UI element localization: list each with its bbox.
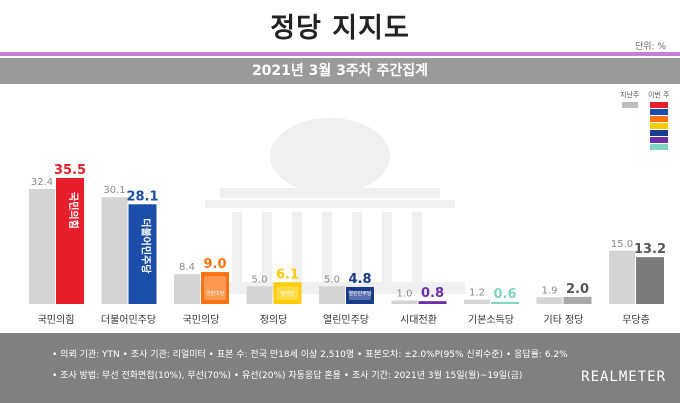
- category-label-8: 무당층: [622, 314, 650, 326]
- label-prev-5: 1.0: [397, 288, 413, 299]
- subtitle-text: 2021년 3월 3주차 주간집계: [251, 63, 429, 79]
- category-label-7: 기타 정당: [544, 314, 584, 326]
- label-curr-6: 0.6: [493, 287, 516, 302]
- party-logo-box-3: [276, 286, 299, 300]
- legend-swatch-4: [650, 130, 668, 136]
- label-curr-8: 13.2: [634, 242, 666, 257]
- label-curr-4: 4.8: [348, 272, 371, 287]
- footer-panel: • 의뢰 기관: YTN • 조사 기관: 리얼미터 • 표본 수: 전국 만1…: [0, 333, 680, 403]
- legend-swatch-5: [650, 137, 668, 143]
- label-curr-0: 35.5: [54, 163, 86, 178]
- label-curr-3: 6.1: [276, 267, 299, 282]
- label-prev-4: 5.0: [324, 274, 340, 285]
- unit-label: 단위: %: [634, 42, 666, 52]
- bar-prev-7: [536, 297, 563, 304]
- bar-prev-0: [29, 189, 55, 304]
- legend-prev-swatch: [622, 102, 638, 108]
- label-curr-5: 0.8: [421, 286, 444, 301]
- bar-curr-7: [563, 296, 592, 304]
- party-logo-0: 국민의힘: [67, 192, 80, 229]
- label-prev-8: 15.0: [611, 239, 633, 250]
- legend-prev-label: 지난주: [620, 91, 640, 99]
- bar-curr-4: [346, 286, 374, 304]
- footer-line-1: • 의뢰 기관: YTN • 조사 기관: 리얼미터 • 표본 수: 전국 만1…: [52, 350, 568, 360]
- category-label-6: 기본소득당: [468, 314, 514, 326]
- bar-curr-6: [491, 301, 519, 304]
- accent-line: [0, 52, 680, 56]
- bar-prev-5: [391, 300, 418, 304]
- legend-swatch-2: [650, 116, 668, 122]
- label-curr-2: 9.0: [203, 257, 226, 272]
- bar-curr-1: [128, 204, 157, 304]
- legend-swatch-3: [650, 123, 668, 129]
- bar-curr-5: [418, 301, 447, 304]
- category-label-0: 국민의힘: [38, 314, 75, 326]
- party-logo-2: 국민의당: [206, 290, 225, 297]
- footer-line-2: • 조사 방법: 무선 전화면접(10%), 무선(70%) • 유선(20%)…: [52, 371, 523, 381]
- bar-prev-6: [464, 299, 490, 304]
- label-prev-3: 5.0: [252, 274, 268, 285]
- bar-curr-3: [273, 282, 302, 304]
- label-prev-0: 32.4: [31, 177, 53, 188]
- bar-prev-4: [319, 286, 345, 304]
- subtitle-bar: 2021년 3월 3주차 주간집계: [0, 58, 680, 84]
- label-prev-6: 1.2: [469, 288, 485, 299]
- bar-chart: 32.435.5 국민의힘 30.1 28.1 더불어민주당 8.4 9.0 국민의당 5.0 6…: [29, 118, 666, 326]
- label-prev-7: 1.9: [542, 285, 558, 296]
- page-title: 정당 지지도: [270, 13, 410, 44]
- brand-logo: REALMETER: [581, 369, 666, 385]
- party-logo-4: 열린민주당: [348, 290, 371, 297]
- category-label-1: 더불어민주당: [101, 314, 156, 326]
- bar-curr-8: [636, 257, 664, 304]
- party-logo-1: 더불어민주당: [140, 218, 153, 274]
- category-label-4: 열린민주당: [323, 314, 369, 326]
- legend: 지난주 이번 주: [614, 90, 674, 160]
- legend-swatch-6: [650, 144, 668, 150]
- category-label-3: 정의당: [260, 314, 288, 326]
- legend-swatch-0: [650, 102, 668, 108]
- bar-curr-2: [201, 272, 229, 304]
- bar-prev-8: [609, 250, 635, 304]
- category-label-5: 시대전환: [400, 314, 437, 326]
- bar-prev-1: [101, 197, 128, 304]
- party-logo-box-2: [204, 276, 226, 300]
- legend-curr-label: 이번 주: [648, 91, 670, 99]
- category-label-2: 국민의당: [183, 314, 220, 326]
- label-curr-7: 2.0: [566, 282, 589, 297]
- legend-swatch-1: [650, 109, 668, 115]
- label-prev-2: 8.4: [179, 262, 195, 273]
- label-curr-1: 28.1: [126, 189, 158, 204]
- bar-prev-3: [246, 286, 273, 304]
- bar-curr-0: [56, 178, 84, 304]
- label-prev-1: 30.1: [103, 185, 125, 196]
- bar-prev-2: [174, 274, 200, 304]
- watermark-building: [195, 118, 465, 294]
- party-logo-box-4: [349, 290, 371, 300]
- party-logo-3: 정의당: [281, 290, 295, 297]
